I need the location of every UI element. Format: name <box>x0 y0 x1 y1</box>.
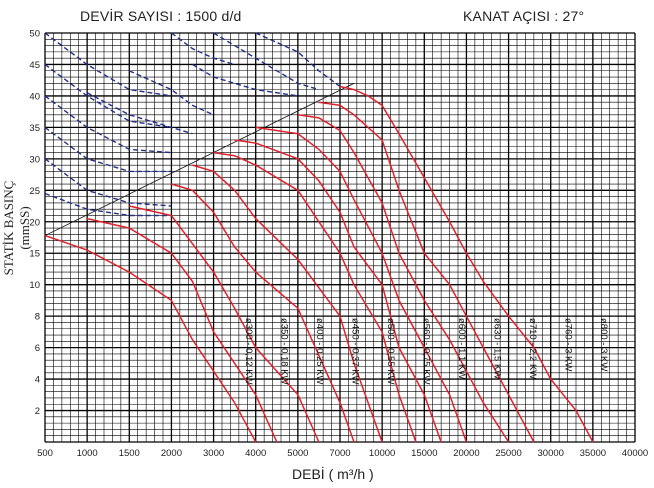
curve-label-0: ø300 - 0,12 KW <box>243 318 254 385</box>
fan-curve-7 <box>255 126 468 443</box>
speed-title: DEVİR SAYISI : 1500 d/d <box>80 8 242 24</box>
x-tick-labels: 500 1000 1500 2000 3000 4000 5000 7000 10000 1500… <box>37 448 648 459</box>
x-tick-8: 10000 <box>369 448 395 459</box>
y-tick-0: 2 <box>35 406 40 417</box>
chart-grid <box>44 32 636 443</box>
curve-label-4: ø500 - 0,55 KW <box>385 318 396 385</box>
y-tick-11: 45 <box>29 60 40 71</box>
x-tick-14: 40000 <box>622 448 648 459</box>
fan-curve-9 <box>318 101 535 443</box>
y-tick-9: 35 <box>29 123 40 134</box>
dashed-curve <box>129 70 214 116</box>
curve-labels: ø300 - 0,12 KW ø350 - 0,18 KW ø400 - 0,25 … <box>243 318 609 385</box>
x-tick-4: 3000 <box>203 448 224 459</box>
fan-curve-0 <box>44 234 257 443</box>
curve-label-1: ø350 - 0,18 KW <box>279 318 290 385</box>
curve-label-10: ø800 - 3 KW <box>598 318 609 371</box>
dashed-curve <box>192 63 299 97</box>
fan-curve-3 <box>171 183 355 443</box>
fan-curve-6 <box>234 139 442 443</box>
x-tick-11: 25000 <box>495 448 521 459</box>
x-tick-3: 2000 <box>161 448 182 459</box>
y-tick-6: 20 <box>29 217 40 228</box>
curve-label-3: ø450 - 0,37 KW <box>350 318 361 385</box>
fan-curve-4 <box>192 164 383 443</box>
x-tick-6: 5000 <box>287 448 308 459</box>
y-tick-12: 50 <box>29 29 40 40</box>
dashed-curve <box>44 158 172 207</box>
dashed-curve <box>213 32 320 91</box>
y-tick-2: 6 <box>35 343 40 354</box>
dashed-curve <box>255 32 341 88</box>
fan-curve-2 <box>129 205 320 443</box>
dashed-curve <box>44 95 172 154</box>
curve-label-6: ø600 - 1,1 KW <box>456 318 467 379</box>
x-tick-7: 7000 <box>329 448 350 459</box>
fan-curve-5 <box>213 151 417 443</box>
fan-curve-10 <box>339 85 594 443</box>
x-tick-12: 30000 <box>538 448 564 459</box>
curve-label-9: ø760 - 3 KW <box>563 318 574 371</box>
curve-label-7: ø630 - 1,5 KW <box>492 318 503 379</box>
curve-label-2: ø400 - 0,25 KW <box>314 318 325 385</box>
curve-label-5: ø560 - 0,75 KW <box>421 318 432 385</box>
y-tick-7: 25 <box>29 186 40 197</box>
y-tick-5: 15 <box>29 249 40 260</box>
reference-line-path <box>44 82 355 237</box>
x-tick-10: 20000 <box>453 448 479 459</box>
dashed-curve <box>44 63 172 129</box>
dashed-curve <box>170 32 235 66</box>
blade-angle-title: KANAT AÇISI : 27° <box>463 8 585 24</box>
y-tick-4: 10 <box>29 280 40 291</box>
dashed-curve <box>44 192 172 217</box>
x-tick-0: 500 <box>37 448 53 459</box>
y-tick-labels: 2 4 6 8 10 15 20 25 30 35 40 45 50 <box>29 29 40 418</box>
curve-label-8: ø710 - 2,2 KW <box>527 318 538 379</box>
reference-line <box>44 82 355 237</box>
x-axis-label: DEBİ ( m³/h ) <box>292 466 374 482</box>
x-tick-5: 4000 <box>245 448 266 459</box>
x-tick-2: 1500 <box>119 448 140 459</box>
dashed-curve <box>44 126 172 173</box>
dashed-curves <box>44 32 341 217</box>
dashed-curve <box>44 32 172 97</box>
y-tick-10: 40 <box>29 91 40 102</box>
y-tick-3: 8 <box>35 312 40 323</box>
y-tick-1: 4 <box>35 375 40 386</box>
y-tick-8: 30 <box>29 154 40 165</box>
x-tick-13: 35000 <box>580 448 606 459</box>
fan-curves <box>44 85 594 443</box>
y-axis-label: STATİK BASINÇ (mmSS) <box>1 180 32 276</box>
fan-curve-1 <box>86 217 278 443</box>
fan-curve-8 <box>297 114 510 443</box>
x-tick-1: 1000 <box>77 448 98 459</box>
x-tick-9: 15000 <box>411 448 437 459</box>
